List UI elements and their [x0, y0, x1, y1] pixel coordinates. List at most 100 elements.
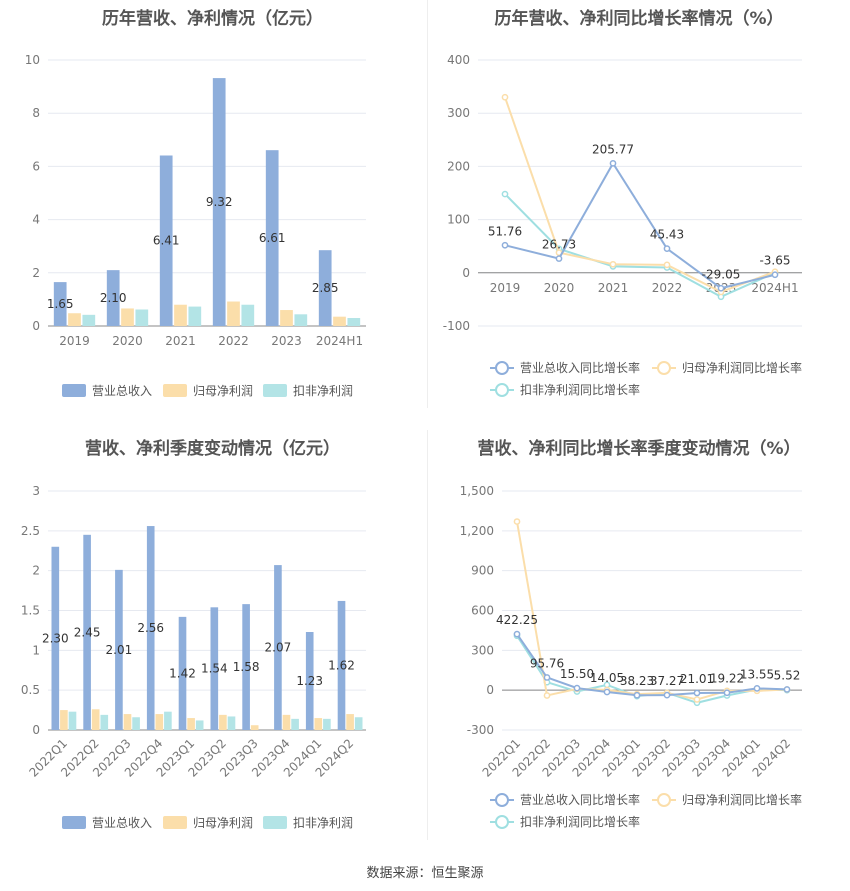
- x-tick-label: 2024H1: [751, 281, 798, 295]
- series-line: [504, 96, 776, 294]
- bar: [227, 301, 240, 326]
- x-tick-label: 2019: [59, 334, 90, 348]
- legend-marker: [495, 383, 509, 397]
- data-source: 数据来源：恒生聚源: [366, 866, 484, 881]
- data-label: 2.01: [106, 643, 133, 657]
- legend-swatch: [263, 384, 287, 397]
- legend-swatch: [163, 816, 187, 829]
- legend-label: 营业总收入: [92, 384, 152, 398]
- y-tick-label: 1,500: [460, 484, 494, 498]
- data-point: [771, 271, 779, 279]
- quarterly-revenue-profit-panel: 营收、净利季度变动情况（亿元） 0 0.5 1 1.5 2 2.5 3 2022Q1 2022Q…: [0, 430, 425, 850]
- data-label: 205.77: [592, 142, 634, 156]
- bar: [164, 711, 172, 730]
- annual-growth-panel: 历年营收、净利同比增长率情况（%） -100 0 100 200 300 400 2019 2…: [428, 0, 850, 420]
- y-tick-label: 300: [471, 643, 494, 657]
- data-label: 6.41: [153, 234, 180, 248]
- data-point: [603, 688, 611, 696]
- bar: [178, 616, 187, 730]
- data-label: 21.01: [680, 672, 714, 686]
- y-tick-label: 100: [447, 213, 470, 227]
- bar: [294, 314, 308, 326]
- legend-swatch: [62, 384, 86, 397]
- y-tick-label: 8: [32, 106, 40, 120]
- legend-label: 扣非净利润: [293, 384, 353, 398]
- legend-marker: [495, 815, 509, 829]
- data-point: [609, 260, 617, 268]
- bar: [53, 282, 67, 326]
- y-tick-label: 3: [32, 484, 40, 498]
- annual-revenue-profit-panel: 历年营收、净利情况（亿元） 0 2 4 6 8 10 2019 2020 2021 2022 202…: [0, 0, 425, 420]
- bar: [174, 304, 187, 326]
- quarter-line-chart: -30003006009001,2001,5002022Q12022Q22022…: [460, 484, 802, 829]
- data-label: 1.54: [201, 662, 228, 676]
- y-tick-label: 300: [447, 106, 470, 120]
- bar: [121, 308, 134, 326]
- x-tick-label: 2020: [112, 334, 143, 348]
- bar: [318, 250, 332, 326]
- bar: [274, 565, 282, 730]
- bar: [188, 306, 202, 326]
- bar: [265, 150, 279, 326]
- x-tick-label: 2021: [598, 281, 629, 295]
- data-label: 45.43: [650, 228, 684, 242]
- bar: [51, 546, 60, 730]
- bar: [347, 318, 361, 326]
- bar: [354, 717, 363, 730]
- data-label: 2.56: [137, 621, 164, 635]
- data-point: [513, 630, 521, 638]
- legend-label: 归母净利润同比增长率: [682, 360, 802, 375]
- legend-label: 营业总收入: [92, 816, 152, 830]
- y-tick-label: 600: [471, 604, 494, 618]
- data-point: [753, 685, 761, 692]
- bar: [242, 604, 250, 730]
- data-label: 95.76: [530, 656, 564, 670]
- y-tick-label: 2: [32, 266, 40, 280]
- bar: [210, 607, 219, 730]
- bar: [159, 155, 173, 326]
- bar: [68, 711, 77, 730]
- y-tick-label: 0.5: [21, 683, 40, 697]
- x-tick-label: 2022: [218, 334, 249, 348]
- panel-divider-bottom: [427, 430, 428, 840]
- data-label: 2.85: [312, 281, 339, 295]
- bar: [91, 709, 100, 730]
- legend-swatch: [62, 816, 86, 829]
- bar: [241, 304, 255, 326]
- data-label: 1.58: [233, 660, 260, 674]
- y-tick-label: 200: [447, 159, 470, 173]
- bar: [219, 714, 227, 730]
- legend-marker: [657, 793, 671, 807]
- legend-label: 扣非净利润同比增长率: [520, 382, 640, 397]
- series-line: [516, 633, 788, 697]
- legend-label: 营业总收入同比增长率: [520, 360, 640, 375]
- data-point: [555, 255, 563, 262]
- y-tick-label: 400: [447, 53, 470, 67]
- legend-label: 扣非净利润同比增长率: [520, 814, 640, 829]
- data-label: -29.05: [702, 267, 741, 281]
- data-label: 51.76: [488, 224, 522, 238]
- data-label: 26.73: [542, 238, 576, 252]
- y-tick-label: 2: [32, 564, 40, 578]
- y-tick-label: 0: [486, 683, 494, 697]
- bar: [100, 714, 109, 730]
- data-label: 37.27: [650, 674, 684, 688]
- bar: [212, 78, 226, 326]
- data-label: 2.45: [74, 625, 101, 639]
- legend-label: 归母净利润: [193, 384, 253, 398]
- legend-label: 归母净利润: [193, 816, 253, 830]
- data-point: [543, 674, 551, 681]
- y-tick-label: 0: [462, 266, 470, 280]
- bar: [123, 714, 132, 730]
- quarter-bar-chart: 00.511.522.532022Q12022Q22022Q32022Q4202…: [21, 484, 366, 830]
- legend-marker: [495, 361, 509, 375]
- y-tick-label: 10: [25, 53, 40, 67]
- chart-title: 历年营收、净利同比增长率情况（%）: [494, 9, 784, 29]
- data-point: [501, 190, 509, 198]
- data-point: [663, 261, 671, 269]
- data-label: 1.62: [328, 658, 355, 672]
- bar: [115, 569, 123, 730]
- data-point: [693, 696, 701, 703]
- data-point: [513, 518, 521, 525]
- data-point: [783, 686, 791, 693]
